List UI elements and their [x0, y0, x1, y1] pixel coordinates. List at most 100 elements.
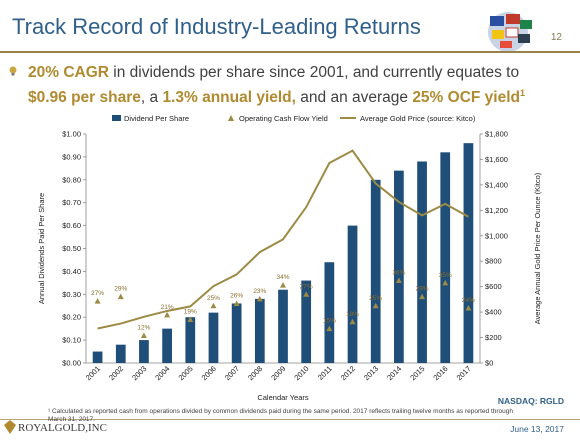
yield-highlight: 1.3% annual yield,	[162, 89, 296, 107]
left-tick-label: $0.80	[62, 175, 81, 184]
ocf-yield-label: 35%	[439, 272, 452, 279]
ocf-yield-marker	[442, 279, 449, 286]
right-tick-label: $600	[485, 282, 502, 291]
ocf-yield-label: 29%	[114, 286, 127, 293]
bullet-lightbulb-icon	[9, 66, 17, 76]
ocf-yield-label: 24%	[462, 297, 475, 304]
ocf-yield-label: 36%	[392, 270, 405, 277]
dividend-bar	[417, 161, 427, 363]
ocf-yield-marker	[419, 293, 426, 300]
dividend-bar	[324, 262, 335, 363]
x-category-label: 2001	[84, 364, 102, 382]
x-category-label: 2017	[455, 364, 473, 382]
right-tick-label: $800	[485, 257, 502, 266]
dividend-bar	[347, 225, 358, 363]
ocf-yield-marker	[210, 302, 217, 309]
right-tick-label: $1,800	[485, 130, 508, 139]
ocf-yield-marker	[465, 305, 472, 311]
legend-dividend-label: Dividend Per Share	[124, 114, 189, 123]
footer-divider	[0, 419, 580, 420]
slide-number: 12	[550, 32, 562, 43]
right-tick-label: $1,600	[485, 155, 508, 164]
left-tick-label: $0.10	[62, 336, 81, 345]
headline-bullet: 20% CAGR in dividends per share since 20…	[9, 62, 528, 108]
dividend-highlight: $0.96 per share	[28, 89, 141, 107]
dividend-bar	[92, 351, 103, 363]
x-category-label: 2002	[107, 364, 125, 382]
company-brand: ROYALGOLD,INC	[18, 422, 107, 434]
globe-flags-icon	[488, 12, 532, 52]
x-category-label: 2015	[408, 364, 426, 382]
dividend-bar	[162, 328, 172, 363]
legend-ocf-label: Operating Cash Flow Yield	[239, 114, 328, 123]
ocf-yield-label: 23%	[253, 288, 266, 295]
ocf-yield-label: 25%	[207, 295, 220, 302]
left-tick-label: $0.30	[62, 290, 81, 299]
left-tick-label: $0.40	[62, 267, 81, 276]
footnote: ¹ Calculated as reported cash from opera…	[48, 408, 514, 423]
x-category-label: 2009	[269, 364, 287, 382]
ocf-yield-marker	[140, 332, 147, 339]
ocf-yield-label: 29%	[416, 286, 429, 293]
right-axis-title: Average Annual Gold Price Per Ounce (Kit…	[533, 172, 542, 324]
x-category-label: 2012	[339, 364, 357, 382]
ocf-yield-marker	[280, 282, 286, 288]
ocf-yield-label: 15%	[323, 318, 336, 325]
right-tick-label: $400	[485, 308, 502, 317]
ocf-yield-marker	[395, 277, 402, 284]
left-tick-label: $0.20	[62, 313, 81, 322]
dividend-bar	[208, 312, 219, 363]
ocf-yield-marker	[94, 298, 101, 304]
ocf-yield-marker	[372, 302, 379, 309]
ocf-highlight: 25% OCF yield	[412, 89, 520, 107]
ocf-yield-label: 27%	[91, 290, 104, 297]
x-axis-title: Calendar Years	[257, 393, 309, 402]
x-category-label: 2004	[153, 364, 171, 382]
slide-date: June 13, 2017	[510, 424, 564, 434]
ocf-yield-marker	[303, 291, 310, 297]
left-tick-label: $0.00	[62, 359, 81, 368]
gold-price-line	[97, 149, 469, 330]
left-tick-label: $0.50	[62, 244, 81, 253]
right-tick-label: $1,000	[485, 231, 508, 240]
dividend-bar	[139, 340, 149, 363]
right-tick-label: $1,200	[485, 206, 508, 215]
right-tick-label: $200	[485, 333, 502, 342]
x-category-label: 2016	[431, 364, 449, 382]
ocf-yield-label: 12%	[137, 325, 150, 332]
dividend-bar	[185, 317, 196, 363]
legend-ocf-swatch	[228, 115, 234, 121]
x-category-label: 2003	[130, 364, 148, 382]
ocf-yield-marker	[326, 325, 333, 332]
ocf-yield-marker	[187, 316, 194, 322]
x-category-label: 2011	[316, 364, 334, 382]
x-category-label: 2013	[362, 364, 380, 382]
title-divider	[0, 51, 580, 53]
ocf-yield-marker	[164, 311, 171, 318]
ocf-yield-marker	[233, 300, 240, 306]
right-tick-label: $0	[485, 359, 493, 368]
ocf-yield-label: 34%	[276, 274, 289, 281]
x-category-label: 2008	[246, 364, 264, 382]
left-tick-label: $0.70	[62, 198, 81, 207]
ocf-yield-label: 21%	[161, 304, 174, 311]
headline-text-2: , a	[140, 89, 163, 107]
dividend-bar	[301, 280, 312, 363]
legend-bar-swatch	[112, 115, 121, 121]
dividend-bar	[440, 152, 451, 363]
ocf-yield-marker	[117, 293, 124, 300]
x-category-label: 2007	[223, 364, 241, 382]
dividend-bar	[394, 170, 404, 363]
legend-gold-label: Average Gold Price (source: Kitco)	[360, 114, 476, 123]
ocf-yield-label: 25%	[369, 295, 382, 302]
ocf-yield-marker	[256, 295, 263, 302]
dividend-bar	[370, 179, 381, 363]
right-tick-label: $1,400	[485, 180, 508, 189]
x-category-label: 2010	[292, 364, 310, 382]
x-category-label: 2005	[177, 364, 195, 382]
ocf-yield-label: 18%	[346, 311, 359, 318]
dividend-chart: $0.00 $0.10 $0.20 $0.30 $0.40 $0.50 $0.60 $0.70…	[37, 114, 542, 402]
ocf-yield-label: 19%	[184, 308, 197, 315]
dividend-bar	[254, 298, 265, 363]
slide-title: Track Record of Industry-Leading Returns	[12, 14, 421, 39]
